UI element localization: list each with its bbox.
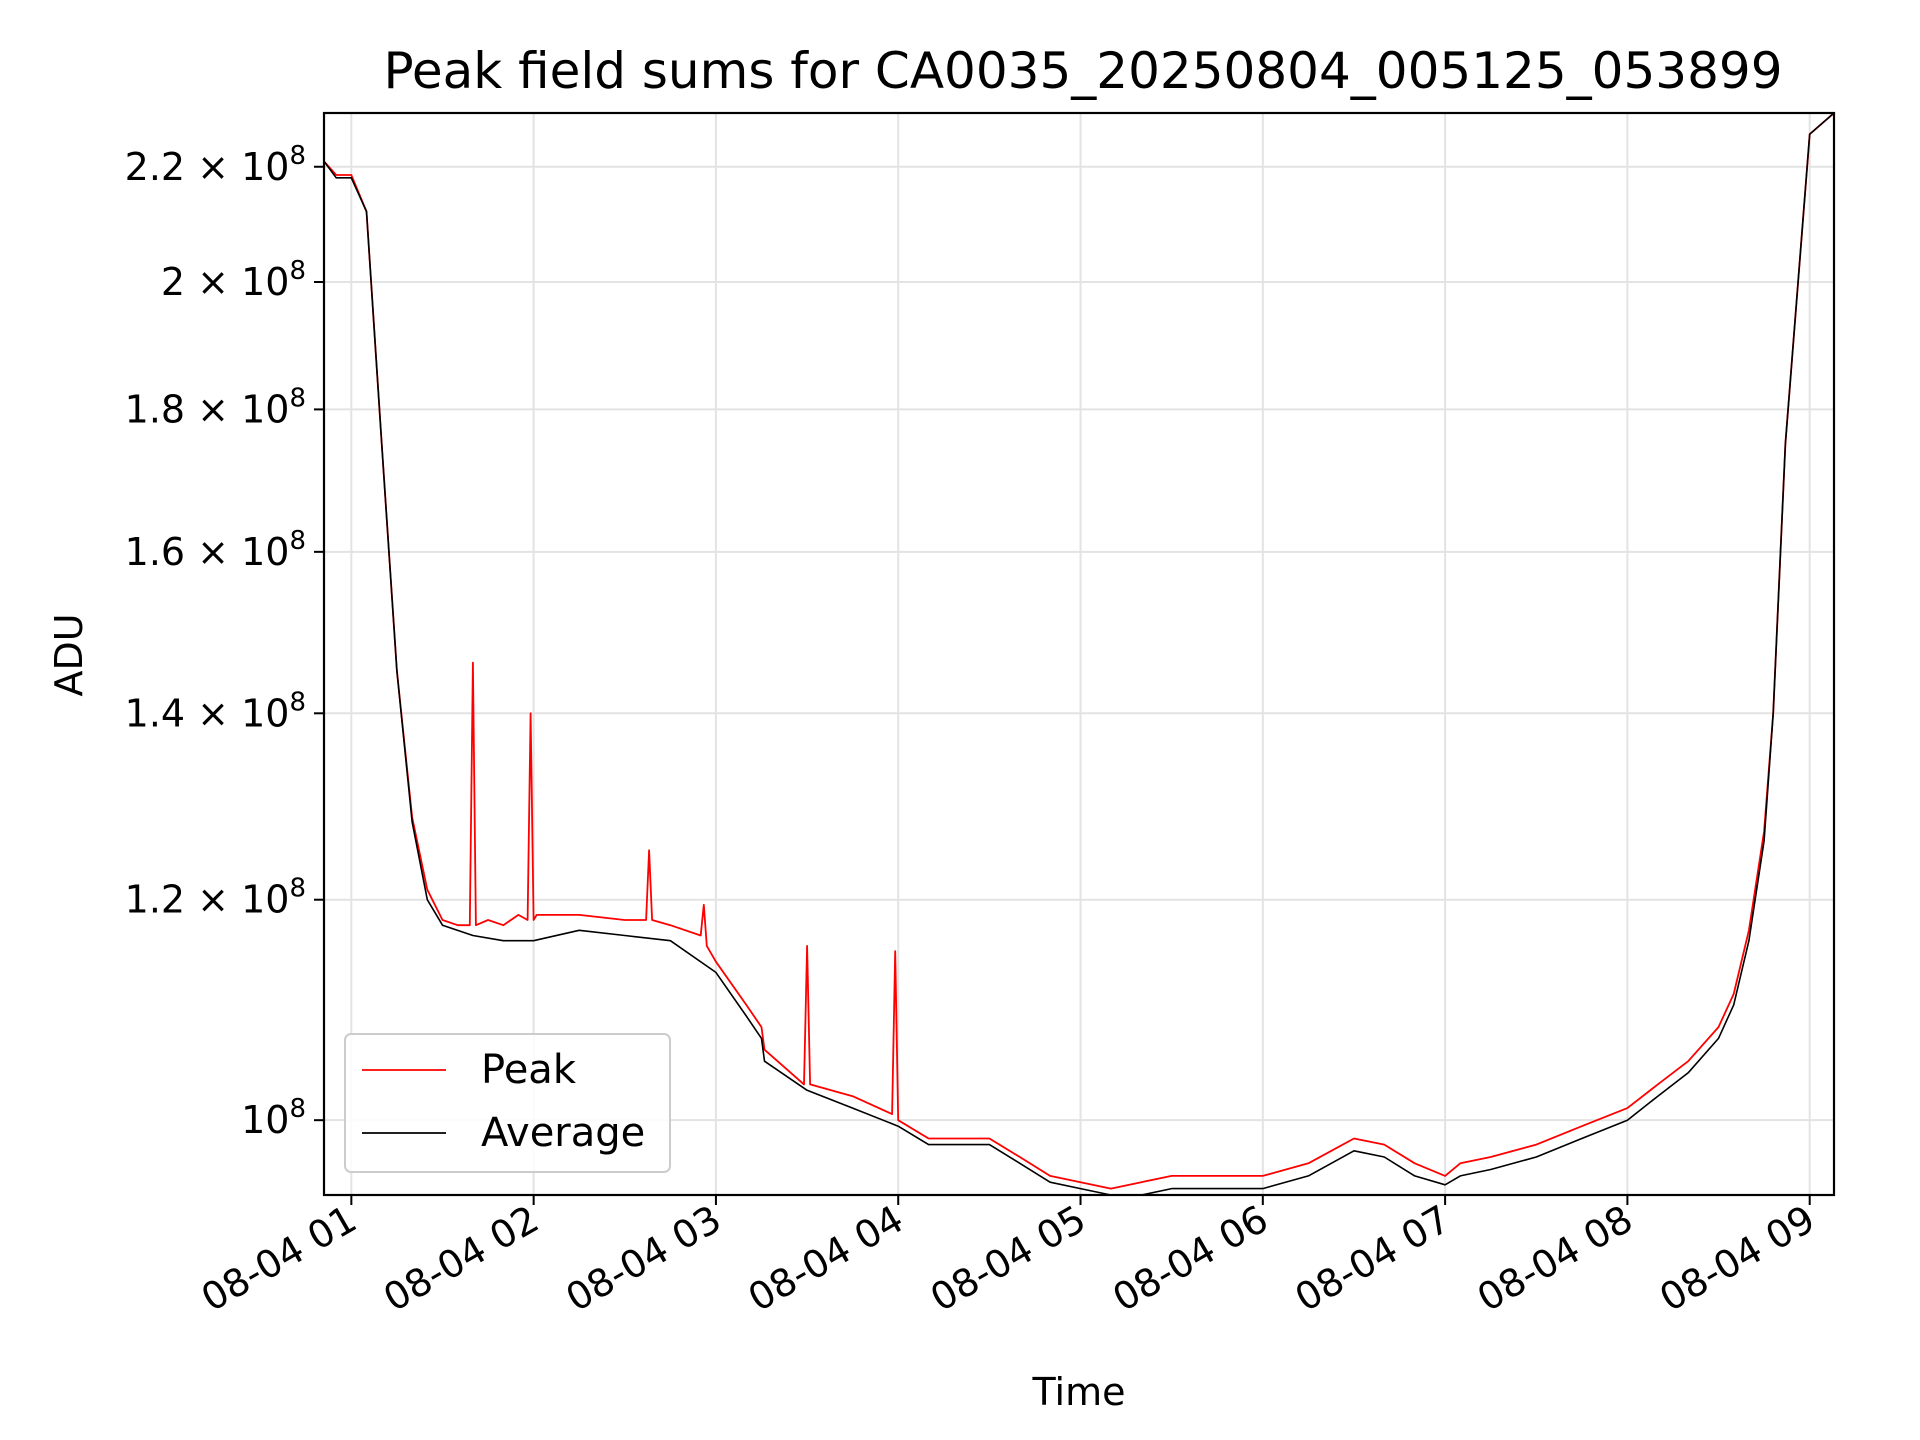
x-tick-label: 08-04 05 bbox=[923, 1197, 1093, 1321]
legend-box bbox=[344, 1033, 671, 1173]
y-tick-label: 108 bbox=[241, 1094, 306, 1142]
y-axis-ticks: 2.2 × 108 2 × 108 1.8 × 108 1.6 × 108 1.4 × … bbox=[125, 141, 324, 1142]
y-tick-label: 1.8 × 108 bbox=[125, 383, 306, 431]
grid-lines bbox=[324, 113, 1834, 1195]
x-axis-ticks: 08-04 01 08-04 02 08-04 03 08-04 04 08-04 05… bbox=[194, 1195, 1822, 1320]
x-tick-label: 08-04 01 bbox=[194, 1197, 364, 1321]
y-tick-label: 1.6 × 108 bbox=[125, 526, 306, 574]
x-tick-label: 08-04 07 bbox=[1288, 1197, 1458, 1321]
x-axis-label: Time bbox=[1032, 1370, 1126, 1414]
series-line-peak bbox=[323, 112, 1835, 1190]
x-tick-label: 08-04 08 bbox=[1470, 1197, 1640, 1321]
x-tick-label: 08-04 03 bbox=[558, 1197, 728, 1321]
y-tick-label: 2 × 108 bbox=[161, 256, 306, 304]
x-tick-label: 08-04 02 bbox=[376, 1197, 546, 1321]
chart-title: Peak field sums for CA0035_20250804_0051… bbox=[383, 42, 1782, 100]
plot-area-frame bbox=[322, 111, 1836, 1197]
series-line-average bbox=[323, 112, 1835, 1196]
legend: Peak Average bbox=[344, 1033, 671, 1173]
x-tick-label: 08-04 04 bbox=[741, 1197, 911, 1321]
x-tick-label: 08-04 06 bbox=[1105, 1197, 1275, 1321]
y-tick-label: 2.2 × 108 bbox=[125, 141, 306, 189]
y-tick-label: 1.2 × 108 bbox=[125, 874, 306, 922]
y-tick-label: 1.4 × 108 bbox=[125, 687, 306, 735]
legend-peak-label: Peak bbox=[481, 1047, 577, 1093]
x-tick-label: 08-04 09 bbox=[1652, 1197, 1822, 1321]
plot-lines bbox=[323, 112, 1835, 1196]
legend-average-label: Average bbox=[481, 1110, 645, 1156]
y-axis-label: ADU bbox=[47, 613, 91, 696]
